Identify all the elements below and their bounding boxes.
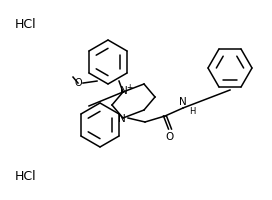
Text: HCl: HCl (15, 18, 37, 30)
Text: H: H (189, 106, 195, 116)
Text: HCl: HCl (15, 170, 37, 182)
Text: N: N (118, 114, 126, 124)
Text: N: N (120, 86, 128, 96)
Text: O: O (74, 78, 82, 88)
Text: N: N (179, 97, 187, 107)
Text: +: + (126, 82, 132, 92)
Text: O: O (166, 132, 174, 142)
